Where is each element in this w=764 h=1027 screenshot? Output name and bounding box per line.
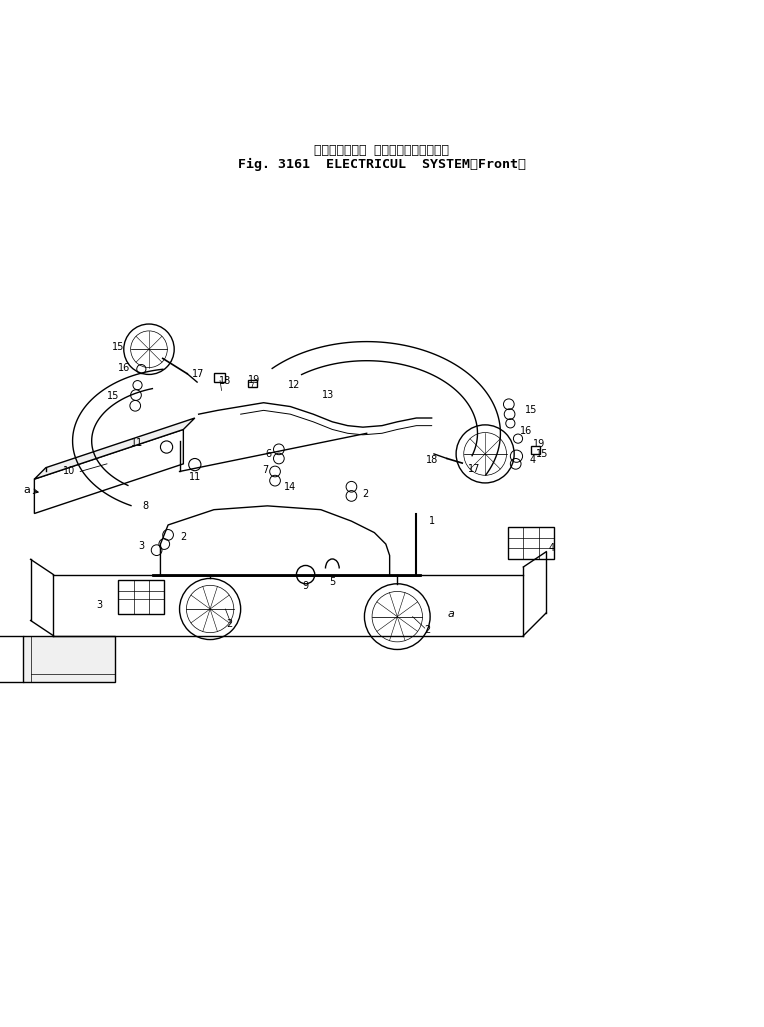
Text: 10: 10 [63,466,75,477]
Bar [531,447,540,454]
Text: 13: 13 [322,390,335,401]
Text: 16: 16 [118,364,130,374]
Text: 19: 19 [248,375,260,385]
Text: 2: 2 [425,624,431,635]
Text: 2: 2 [362,489,368,499]
Text: 17: 17 [192,369,204,379]
Text: 18: 18 [219,376,231,386]
Polygon shape [23,636,115,682]
Text: 4: 4 [549,543,555,553]
Text: a: a [448,609,454,619]
Text: a: a [23,485,38,495]
Text: 11: 11 [131,439,144,448]
Text: 14: 14 [284,482,296,492]
Text: 3: 3 [138,540,144,550]
Text: 15: 15 [112,342,125,352]
Text: 6: 6 [266,449,272,459]
Text: 3: 3 [96,600,102,610]
Bar [118,580,164,614]
Text: 5: 5 [329,577,335,587]
Text: 19: 19 [533,439,545,449]
Text: 17: 17 [468,464,480,474]
Text: 8: 8 [142,501,148,510]
Text: 11: 11 [189,471,201,482]
Text: 15: 15 [525,406,537,415]
Text: 12: 12 [288,380,300,390]
Text: 16: 16 [520,426,532,436]
Text: Fig. 3161  ELECTRICUL  SYSTEM（Front）: Fig. 3161 ELECTRICUL SYSTEM（Front） [238,158,526,170]
Bar [214,373,225,382]
Bar [508,527,554,560]
Text: 18: 18 [426,455,438,465]
Text: 4: 4 [529,455,536,465]
Text: 15: 15 [107,391,119,401]
Text: 7: 7 [262,465,268,474]
Text: エレクトリカル システム（フロント）: エレクトリカル システム（フロント） [315,144,449,157]
Text: 15: 15 [536,449,549,459]
Text: 2: 2 [226,619,232,630]
Polygon shape [34,429,183,514]
Text: 1: 1 [429,517,435,526]
Text: 2: 2 [180,532,186,542]
Bar [248,380,257,387]
Text: 9: 9 [303,581,309,592]
Polygon shape [34,418,195,480]
